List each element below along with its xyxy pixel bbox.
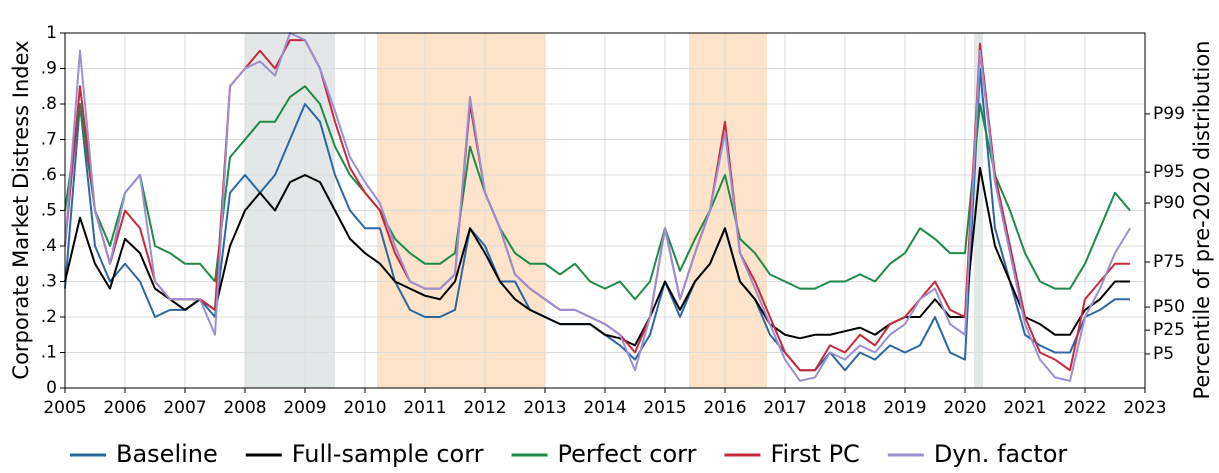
series-line	[64, 32, 1131, 382]
y2-tick-label: P90	[1153, 193, 1185, 213]
legend-label: First PC	[770, 440, 859, 468]
series-line	[64, 85, 1131, 301]
x-tick-label: 2012	[463, 398, 506, 418]
x-tick-label: 2005	[43, 398, 86, 418]
y-tick-label: .3	[41, 272, 57, 292]
y-tick-label: .2	[41, 307, 57, 327]
x-tick-label: 2011	[403, 398, 446, 418]
y2-tick-label: P50	[1153, 297, 1185, 317]
y2-tick-label: P75	[1153, 252, 1185, 272]
y-tick-label: .8	[41, 94, 57, 114]
x-tick-label: 2010	[343, 398, 386, 418]
y2-tick-label: P5	[1153, 344, 1174, 364]
x-tick-label: 2021	[1003, 398, 1046, 418]
y-tick-label: 1	[46, 23, 57, 43]
y-tick-label: .4	[41, 236, 57, 256]
x-tick-label: 2006	[103, 398, 146, 418]
y2-tick-label: P95	[1153, 162, 1185, 182]
y2-axis-label: Percentile of pre-2020 distribution	[1190, 41, 1214, 400]
x-tick-label: 2016	[703, 398, 746, 418]
y-axis-label: Corporate Market Distress Index	[9, 40, 33, 379]
x-tick-label: 2019	[883, 398, 926, 418]
y-tick-label: 0	[46, 378, 57, 398]
x-tick-label: 2022	[1063, 398, 1106, 418]
x-tick-label: 2017	[763, 398, 806, 418]
y2-tick-label: P25	[1153, 320, 1185, 340]
legend-label: Baseline	[116, 440, 218, 468]
x-tick-label: 2020	[943, 398, 986, 418]
y-tick-label: .5	[41, 201, 57, 221]
x-tick-label: 2018	[823, 398, 866, 418]
y-tick-label: .9	[41, 59, 57, 79]
legend-label: Perfect corr	[558, 440, 697, 468]
y-tick-label: .1	[41, 343, 57, 363]
x-tick-label: 2023	[1123, 398, 1166, 418]
x-tick-label: 2013	[523, 398, 566, 418]
y-tick-label: .6	[41, 165, 57, 185]
y-tick-label: .7	[41, 130, 57, 150]
plot-frame	[64, 32, 1146, 389]
series-line	[64, 166, 1130, 347]
legend-label: Dyn. factor	[934, 440, 1068, 468]
x-tick-label: 2014	[583, 398, 626, 418]
x-tick-label: 2007	[163, 398, 206, 418]
x-tick-label: 2015	[643, 398, 686, 418]
y2-tick-label: P99	[1153, 104, 1185, 124]
x-tick-label: 2008	[223, 398, 266, 418]
legend-label: Full-sample corr	[292, 440, 484, 468]
x-tick-label: 2009	[283, 398, 326, 418]
